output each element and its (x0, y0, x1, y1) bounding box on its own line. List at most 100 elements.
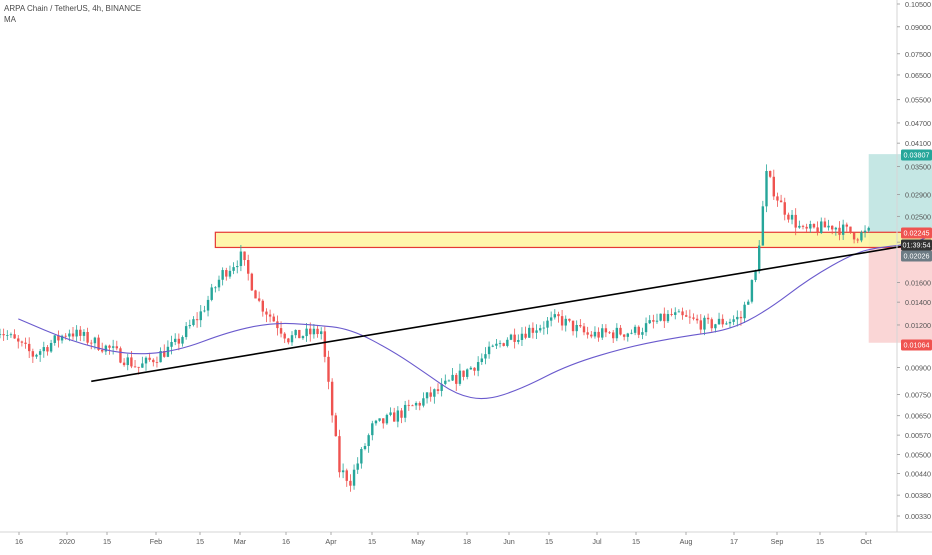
y-tick-label: 0.00750 (905, 391, 931, 400)
candle (374, 419, 378, 426)
candle-body (476, 362, 480, 371)
candle (469, 366, 473, 370)
candle-body (685, 315, 688, 317)
candle-body (181, 337, 184, 344)
candle (232, 262, 235, 275)
candle-body (466, 369, 469, 377)
candle (480, 353, 483, 365)
x-tick-label: 15 (103, 537, 111, 546)
candle-body (615, 327, 619, 339)
candle (101, 342, 104, 354)
ma-line (18, 233, 932, 400)
candle-body (407, 404, 410, 406)
time-axis[interactable]: 16 2020 15 Feb 15 Mar 16 Apr 15 May 18 Jun 15 Jul 15 Au… (15, 532, 872, 546)
candle (57, 330, 60, 348)
y-tick-label: 0.04100 (905, 139, 931, 148)
candle-body (141, 363, 144, 368)
candle-body (382, 418, 385, 424)
candle-body (498, 343, 502, 344)
y-tick-label: 0.02500 (905, 212, 931, 221)
candle (688, 309, 692, 324)
candle (38, 348, 42, 362)
candle (758, 240, 761, 274)
candle-body (557, 314, 560, 317)
candle-body (126, 357, 129, 366)
candle-body (809, 224, 812, 229)
candle-body (455, 374, 458, 384)
candle (652, 314, 655, 329)
candle (666, 310, 670, 323)
candle-body (444, 380, 447, 384)
candle (506, 337, 509, 348)
candle (385, 413, 389, 425)
candle (276, 315, 279, 336)
candle (728, 318, 732, 329)
candle (90, 339, 93, 350)
candle-body (206, 299, 210, 311)
candle-body (57, 335, 60, 341)
candle (502, 342, 505, 347)
candle (411, 404, 414, 407)
candle (619, 324, 622, 336)
candle-body (236, 266, 239, 268)
candle-body (290, 335, 294, 343)
candle-body (414, 403, 418, 406)
candle (166, 340, 170, 358)
candle-body (619, 327, 622, 335)
candle (444, 374, 447, 386)
candle (24, 337, 27, 349)
candle-body (564, 318, 567, 326)
y-tick-label: 0.03500 (905, 163, 931, 172)
candle-body (265, 311, 268, 315)
candle-body (38, 351, 42, 355)
indicator-label[interactable]: MA (4, 15, 16, 24)
candle-body (867, 227, 870, 231)
candle (495, 339, 498, 349)
candle (491, 344, 494, 348)
candle (20, 340, 24, 347)
candle-body (389, 412, 392, 415)
symbol-title[interactable]: ARPA Chain / TetherUS, 4h, BINANCE (4, 4, 142, 13)
candle (761, 200, 765, 246)
candle (462, 370, 465, 381)
candle (195, 312, 199, 328)
y-tick-label: 0.01400 (905, 298, 931, 307)
x-tick-label: Aug (680, 537, 693, 546)
candle-body (9, 334, 13, 336)
candle (163, 344, 166, 358)
candle-body (115, 346, 118, 349)
candle-body (841, 224, 845, 235)
candle-body (663, 313, 666, 322)
candle-body (323, 331, 327, 357)
candle-body (633, 326, 637, 333)
candle-body (695, 318, 699, 321)
candle (301, 335, 305, 340)
candle-body (24, 342, 27, 344)
y-tick-label: 0.00380 (905, 491, 931, 500)
candle-body (28, 343, 31, 352)
candle (298, 329, 301, 339)
candle (458, 363, 462, 386)
candle (743, 301, 746, 323)
candle-body (221, 270, 224, 280)
candle (283, 332, 286, 344)
candle-body (247, 260, 250, 274)
candle (553, 309, 556, 320)
ma-series (18, 233, 932, 400)
candle (287, 337, 290, 345)
candle (644, 317, 648, 336)
candle-body (728, 321, 732, 324)
candle (820, 217, 823, 234)
candle (243, 251, 246, 266)
candle-body (473, 367, 476, 371)
candle-body (732, 319, 735, 322)
candle-body (371, 423, 374, 436)
price-axis[interactable]: 0.10500 0.09000 0.07500 0.06500 0.05500 0.047… (897, 0, 931, 521)
candle-body (400, 410, 403, 418)
candle-body (360, 449, 363, 464)
candle (608, 331, 611, 334)
candle-body (491, 345, 494, 347)
